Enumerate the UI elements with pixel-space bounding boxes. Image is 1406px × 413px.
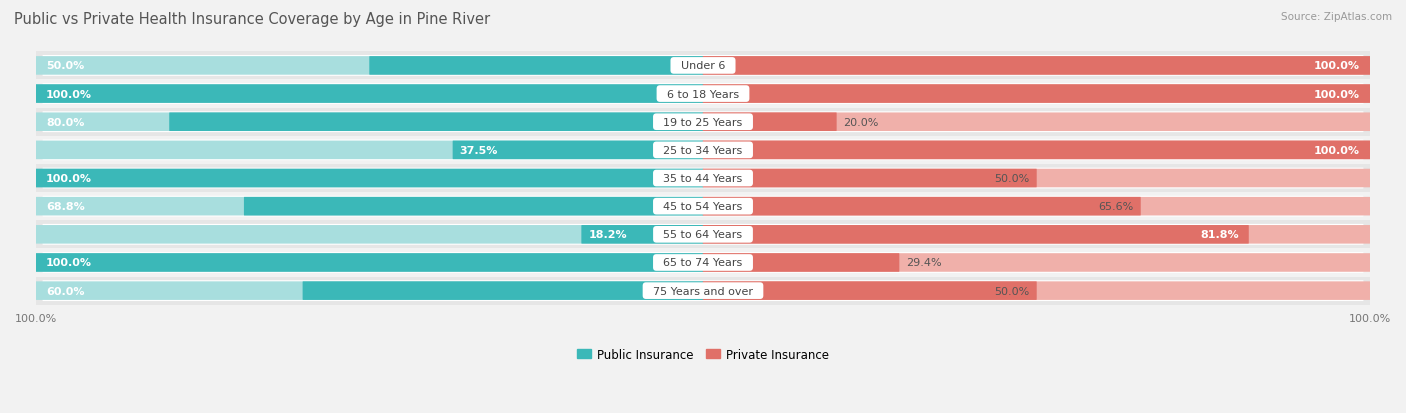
Text: 6 to 18 Years: 6 to 18 Years (659, 89, 747, 100)
FancyBboxPatch shape (703, 282, 1036, 300)
FancyBboxPatch shape (37, 282, 703, 300)
FancyBboxPatch shape (37, 197, 703, 216)
FancyBboxPatch shape (37, 141, 703, 160)
FancyBboxPatch shape (37, 254, 703, 272)
FancyBboxPatch shape (169, 113, 703, 132)
FancyBboxPatch shape (37, 85, 703, 104)
Text: 100.0%: 100.0% (46, 173, 93, 184)
Bar (37, 277, 1369, 305)
Text: 50.0%: 50.0% (994, 286, 1029, 296)
FancyBboxPatch shape (42, 280, 1364, 301)
Text: 18.2%: 18.2% (588, 230, 627, 240)
FancyBboxPatch shape (42, 56, 1364, 77)
FancyBboxPatch shape (42, 168, 1364, 189)
FancyBboxPatch shape (42, 224, 1364, 245)
Bar (37, 52, 1369, 80)
Text: 100.0%: 100.0% (46, 89, 93, 100)
FancyBboxPatch shape (703, 254, 900, 272)
FancyBboxPatch shape (42, 84, 1364, 105)
Bar (37, 108, 1369, 136)
Text: 100.0%: 100.0% (46, 258, 93, 268)
Text: 100.0%: 100.0% (1313, 61, 1360, 71)
Text: 65.6%: 65.6% (1098, 202, 1133, 212)
Bar (37, 136, 1369, 164)
FancyBboxPatch shape (42, 252, 1364, 273)
Text: 68.8%: 68.8% (46, 202, 84, 212)
FancyBboxPatch shape (42, 140, 1364, 161)
FancyBboxPatch shape (703, 197, 1369, 216)
Text: 81.8%: 81.8% (1199, 230, 1239, 240)
FancyBboxPatch shape (703, 225, 1369, 244)
Text: 75 Years and over: 75 Years and over (645, 286, 761, 296)
FancyBboxPatch shape (703, 85, 1369, 104)
FancyBboxPatch shape (37, 57, 703, 76)
Text: Source: ZipAtlas.com: Source: ZipAtlas.com (1281, 12, 1392, 22)
FancyBboxPatch shape (37, 225, 703, 244)
Text: 65 to 74 Years: 65 to 74 Years (657, 258, 749, 268)
FancyBboxPatch shape (243, 197, 703, 216)
FancyBboxPatch shape (42, 196, 1364, 217)
FancyBboxPatch shape (581, 225, 703, 244)
FancyBboxPatch shape (37, 113, 703, 132)
FancyBboxPatch shape (37, 85, 703, 104)
Bar (37, 80, 1369, 108)
FancyBboxPatch shape (703, 57, 1369, 76)
FancyBboxPatch shape (302, 282, 703, 300)
FancyBboxPatch shape (703, 254, 1369, 272)
Text: 35 to 44 Years: 35 to 44 Years (657, 173, 749, 184)
Text: 80.0%: 80.0% (46, 117, 84, 128)
Text: Under 6: Under 6 (673, 61, 733, 71)
Legend: Public Insurance, Private Insurance: Public Insurance, Private Insurance (578, 348, 828, 361)
Bar (37, 164, 1369, 192)
Text: 29.4%: 29.4% (905, 258, 942, 268)
FancyBboxPatch shape (703, 113, 837, 132)
FancyBboxPatch shape (703, 57, 1369, 76)
FancyBboxPatch shape (42, 112, 1364, 133)
Text: 55 to 64 Years: 55 to 64 Years (657, 230, 749, 240)
Bar (37, 249, 1369, 277)
FancyBboxPatch shape (703, 282, 1369, 300)
FancyBboxPatch shape (37, 254, 703, 272)
Text: 100.0%: 100.0% (1313, 145, 1360, 156)
FancyBboxPatch shape (703, 85, 1369, 104)
Text: 50.0%: 50.0% (46, 61, 84, 71)
FancyBboxPatch shape (37, 169, 703, 188)
Text: 50.0%: 50.0% (994, 173, 1029, 184)
Text: 60.0%: 60.0% (46, 286, 84, 296)
FancyBboxPatch shape (703, 197, 1140, 216)
FancyBboxPatch shape (703, 169, 1369, 188)
Text: 19 to 25 Years: 19 to 25 Years (657, 117, 749, 128)
FancyBboxPatch shape (370, 57, 703, 76)
FancyBboxPatch shape (703, 113, 1369, 132)
FancyBboxPatch shape (703, 141, 1369, 160)
Bar (37, 192, 1369, 221)
Text: 37.5%: 37.5% (460, 145, 498, 156)
Text: 45 to 54 Years: 45 to 54 Years (657, 202, 749, 212)
Text: Public vs Private Health Insurance Coverage by Age in Pine River: Public vs Private Health Insurance Cover… (14, 12, 491, 27)
FancyBboxPatch shape (453, 141, 703, 160)
FancyBboxPatch shape (703, 169, 1036, 188)
Text: 100.0%: 100.0% (1313, 89, 1360, 100)
Text: 25 to 34 Years: 25 to 34 Years (657, 145, 749, 156)
FancyBboxPatch shape (37, 169, 703, 188)
Bar (37, 221, 1369, 249)
Text: 20.0%: 20.0% (844, 117, 879, 128)
FancyBboxPatch shape (703, 225, 1249, 244)
FancyBboxPatch shape (703, 141, 1369, 160)
